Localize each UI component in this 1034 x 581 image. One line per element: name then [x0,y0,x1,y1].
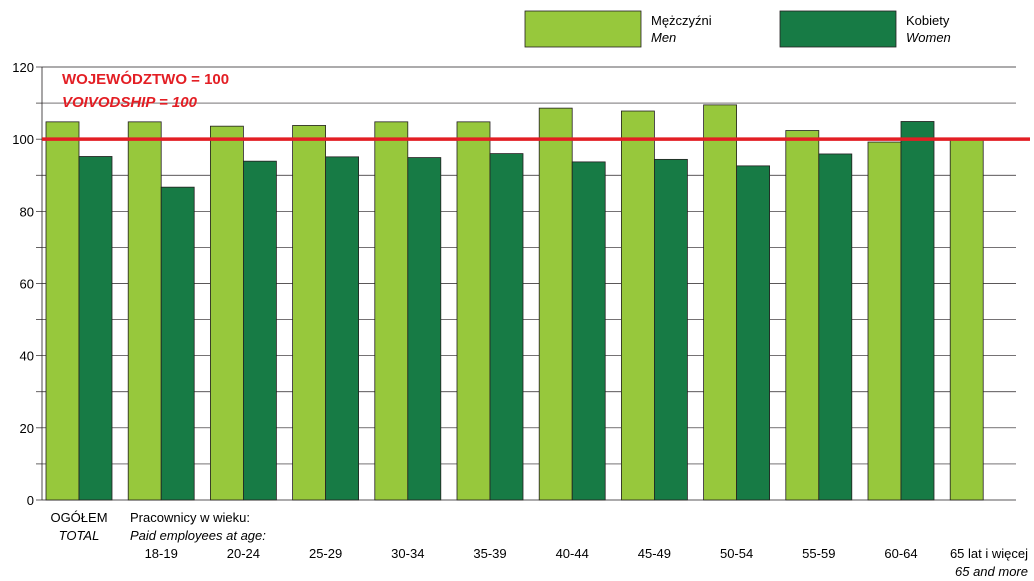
y-tick-label: 60 [20,277,34,292]
bar-women [242,160,277,501]
x-tick-label: 35-39 [473,546,506,561]
legend-label-women-en: Women [906,30,951,45]
y-tick-label: 80 [20,204,34,219]
bar-men [785,130,820,501]
bar-women [571,161,606,501]
y-tick-label: 100 [12,132,34,147]
y-tick-label: 40 [20,349,34,364]
legend-label-men-en: Men [651,30,676,45]
bar-women [654,158,688,501]
group-heading-en: Paid employees at age: [130,528,266,543]
bars [45,104,984,501]
legend-swatch-women [779,10,897,48]
bar-men [456,121,491,501]
y-axis: 0 20 40 60 80 100 120 [12,60,43,508]
y-tick-label: 0 [27,493,34,508]
x-tick-label: 25-29 [309,546,342,561]
bar-men [127,121,162,501]
bar-women [407,157,442,501]
reference-label-en: VOIVODSHIP = 100 [62,94,198,111]
x-tick-label: 50-54 [720,546,753,561]
bar-men [209,125,244,501]
bar-women [160,186,195,501]
legend: Mężczyźni Men Kobiety Women [524,10,951,48]
y-tick-label: 120 [12,60,34,75]
legend-label-men: Mężczyźni [651,13,712,28]
x-tick-label: 20-24 [227,546,260,561]
x-tick-label: 40-44 [556,546,589,561]
bar-women [818,153,853,501]
x-tick-label-en: 65 and more [955,564,1028,579]
reference-label: WOJEWÓDZTWO = 100 [62,70,229,88]
bar-women [736,165,770,501]
bar-women [900,121,935,501]
x-tick-label: 30-34 [391,546,424,561]
x-tick-label: 45-49 [638,546,671,561]
bar-men [374,121,409,501]
group-heading: Pracownicy w wieku: [130,510,250,525]
x-tick-label: 65 lat i więcej [950,546,1028,561]
x-tick-label-en: TOTAL [59,528,100,543]
bar-men [621,110,655,501]
x-tick-label: 60-64 [884,546,917,561]
bar-men [949,138,984,501]
bar-men [538,107,573,501]
bar-women [489,153,524,501]
x-tick-label: OGÓŁEM [50,510,107,525]
y-tick-label: 20 [20,421,34,436]
bar-men [292,125,327,501]
x-axis-labels: Pracownicy w wieku: Paid employees at ag… [50,510,1028,579]
bar-men [867,141,902,501]
bar-women [325,156,360,501]
bar-men [45,121,80,501]
bar-women [78,156,113,501]
legend-swatch-men [524,10,642,48]
x-tick-label: 55-59 [802,546,835,561]
x-tick-label: 18-19 [145,546,178,561]
legend-label-women: Kobiety [906,13,950,28]
bar-men [703,104,737,501]
reference-line-group: WOJEWÓDZTWO = 100 VOIVODSHIP = 100 [42,70,1030,141]
